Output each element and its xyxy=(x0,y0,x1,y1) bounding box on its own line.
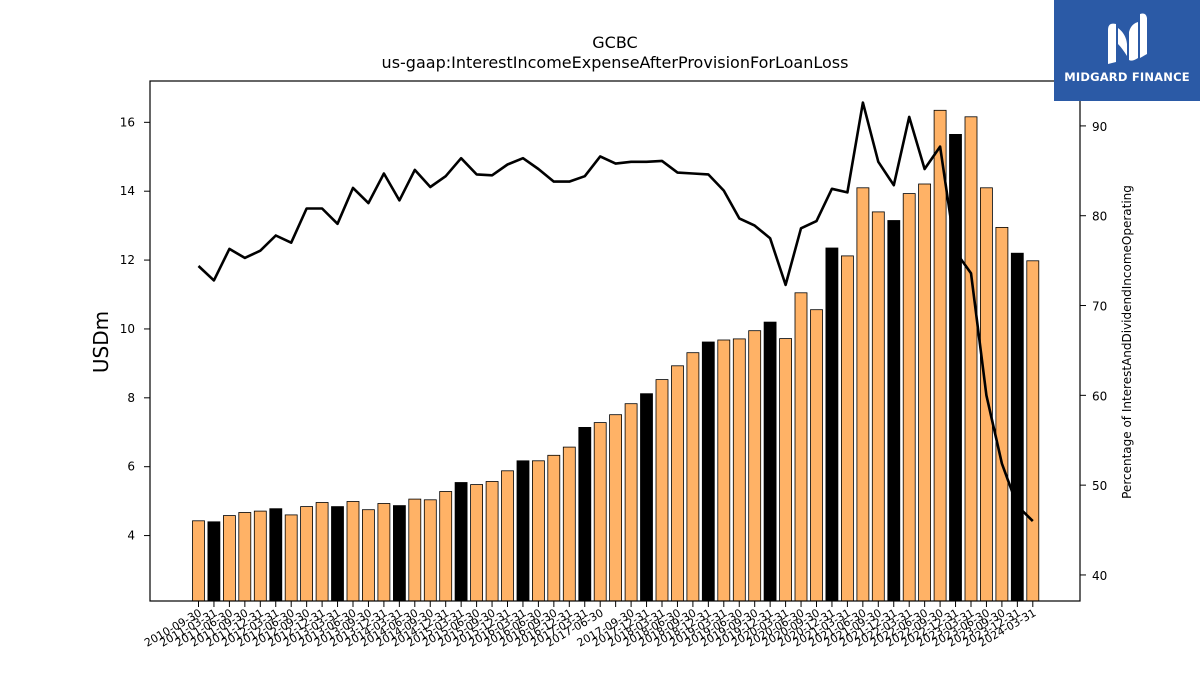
y2-tick-label: 70 xyxy=(1092,300,1107,314)
bar xyxy=(470,484,484,602)
y-tick-label: 6 xyxy=(127,460,135,474)
y2-tick-label: 90 xyxy=(1092,120,1107,134)
y2-tick-label: 80 xyxy=(1092,210,1107,224)
bar xyxy=(856,187,870,602)
bar xyxy=(763,321,777,602)
bar xyxy=(748,330,762,602)
bar xyxy=(331,506,344,602)
y2-tick-label: 50 xyxy=(1092,479,1107,493)
bar xyxy=(361,509,375,602)
series-line xyxy=(197,101,1034,523)
bar xyxy=(609,414,622,602)
midgard-m-logo-icon xyxy=(1108,13,1147,65)
bar xyxy=(1010,252,1024,602)
chart-title: GCBC xyxy=(592,33,637,52)
bars-layer xyxy=(192,109,1040,602)
bar xyxy=(454,482,468,602)
bar xyxy=(253,510,267,602)
bar xyxy=(408,498,422,602)
bar xyxy=(423,499,437,602)
bar xyxy=(779,338,792,602)
y2-tick-label: 60 xyxy=(1092,389,1107,403)
y2-tick-label: 40 xyxy=(1092,569,1107,583)
bar xyxy=(949,133,962,602)
bar xyxy=(192,520,205,602)
bar xyxy=(825,247,839,602)
bar xyxy=(964,116,978,602)
bar xyxy=(284,514,298,602)
bar xyxy=(300,506,314,602)
bar xyxy=(485,481,499,602)
bar xyxy=(593,422,607,602)
bar xyxy=(269,508,283,602)
bar xyxy=(810,309,823,602)
bar xyxy=(547,454,561,602)
bar xyxy=(207,521,221,602)
bar xyxy=(701,341,715,602)
bar xyxy=(686,352,700,602)
bar xyxy=(439,491,453,602)
bar xyxy=(902,193,916,602)
bar xyxy=(732,338,746,602)
bar xyxy=(1026,260,1040,602)
bar xyxy=(392,505,406,602)
brand-name: MIDGARD FINANCE xyxy=(1064,70,1190,84)
y-tick-label: 14 xyxy=(120,184,135,198)
bar xyxy=(640,393,653,602)
y-tick-label: 4 xyxy=(127,529,135,543)
bar xyxy=(871,211,885,602)
bar xyxy=(841,255,854,602)
bar xyxy=(562,446,576,602)
bar xyxy=(717,339,731,602)
bar xyxy=(995,226,1009,602)
bar xyxy=(671,365,684,602)
y-tick-label: 12 xyxy=(120,253,135,267)
chart-subtitle: us-gaap:InterestIncomeExpenseAfterProvis… xyxy=(382,53,849,72)
y-axis-label: USDm xyxy=(89,311,113,373)
y-tick-label: 16 xyxy=(120,115,135,129)
bar xyxy=(222,515,236,602)
bar xyxy=(377,503,391,602)
bar xyxy=(238,512,252,602)
brand-logo: MIDGARD FINANCE xyxy=(1054,0,1200,101)
bar xyxy=(501,470,514,602)
axes-layer: 468101214164050607080902010-09-302011-03… xyxy=(120,80,1107,650)
plot-frame xyxy=(149,80,1081,602)
bar xyxy=(516,460,530,602)
bar xyxy=(655,379,669,602)
y-tick-label: 8 xyxy=(127,391,135,405)
bar xyxy=(794,292,808,602)
y2-axis-label: Percentage of InterestAndDividendIncomeO… xyxy=(1120,185,1134,499)
bar xyxy=(918,183,931,602)
line-layer xyxy=(197,101,1034,523)
bar xyxy=(578,426,592,602)
bar xyxy=(315,502,329,602)
bar xyxy=(346,501,360,602)
y-tick-label: 10 xyxy=(120,322,135,336)
bar xyxy=(887,220,901,602)
bar xyxy=(532,460,545,602)
bar xyxy=(624,403,638,602)
